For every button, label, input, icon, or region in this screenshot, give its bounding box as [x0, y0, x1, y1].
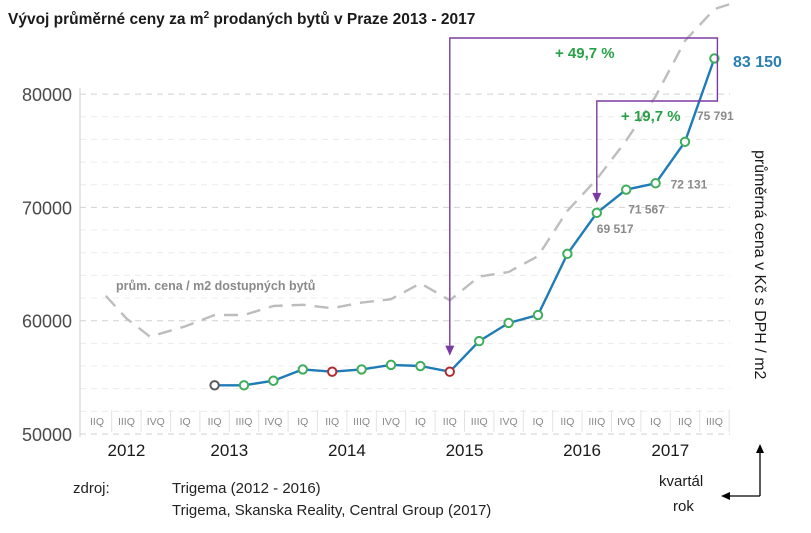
quarter-label: IVQ — [382, 416, 400, 428]
quarter-label: IIIQ — [706, 416, 723, 428]
data-point-label: 69 517 — [597, 222, 634, 236]
quarter-label: IIIQ — [353, 416, 370, 428]
quarter-label: IQ — [180, 416, 191, 428]
last-value-label: 83 150 — [733, 54, 782, 71]
data-labels: 69 517 71 567 72 131 75 791 — [597, 109, 734, 236]
quarter-label: IIQ — [678, 416, 692, 428]
quarter-label: IIQ — [325, 416, 339, 428]
data-point-marker — [385, 359, 397, 371]
data-point-marker — [474, 335, 485, 347]
quarter-label: IQ — [415, 416, 426, 428]
data-point-marker — [709, 53, 720, 64]
data-point-marker — [679, 136, 691, 147]
data-point-marker — [415, 360, 426, 372]
x-axis-arrowhead — [721, 492, 730, 500]
data-point-marker — [503, 317, 514, 329]
quarter-label: IVQ — [500, 416, 518, 428]
year-label: 2013 — [210, 441, 248, 460]
data-point-marker — [650, 178, 661, 189]
chart-title-rest: prodaných bytů v Praze 2013 - 2017 — [209, 11, 475, 28]
y-axis-arrowhead — [756, 444, 764, 453]
comparison-arrowhead — [592, 192, 602, 203]
quarter-label: IIQ — [560, 416, 574, 428]
corner-label-quarter: kvartál — [659, 473, 703, 490]
quarter-label: IIIQ — [471, 416, 488, 428]
year-label: 2016 — [563, 441, 601, 460]
quarter-labels: IIQ IIIQ IVQ IQ IIQ IIIQ IVQ IQ IIQ IIIQ IVQ IQ IIQ I… — [90, 410, 730, 432]
corner-label-year: rok — [673, 498, 694, 515]
quarter-label: IQ — [650, 416, 661, 428]
year-label: 2017 — [651, 441, 689, 460]
year-labels: 2012 2013 2014 2015 2016 2017 — [107, 441, 689, 460]
gridlines — [79, 88, 730, 437]
quarter-label: IVQ — [617, 416, 635, 428]
chart-title: Vývoj průměrné ceny za m2 prodaných bytů… — [8, 10, 475, 28]
data-point-marker — [444, 366, 455, 377]
data-point-marker — [327, 366, 338, 377]
data-point-marker — [238, 380, 250, 391]
data-point-label: 72 131 — [671, 177, 708, 191]
comparison-percent: + 19,7 % — [621, 108, 681, 125]
y-tick-labels: 50000 60000 70000 80000 — [22, 85, 72, 445]
source-line-2: Trigema, Skanska Reality, Central Group … — [172, 502, 491, 519]
data-point-marker — [356, 364, 367, 375]
quarter-label: IIQ — [90, 416, 104, 428]
chart-title-superscript: 2 — [204, 10, 210, 21]
chart-title-main: Vývoj průměrné ceny za m — [8, 11, 204, 28]
quarter-label: IIQ — [208, 416, 222, 428]
comparison-arrowhead — [445, 345, 455, 356]
data-point-marker — [209, 380, 220, 391]
y-tick-label: 70000 — [22, 198, 72, 218]
y-axis-label: průměrná cena v Kč s DPH / m2 — [751, 150, 769, 380]
source-caption: zdroj: — [73, 480, 110, 497]
data-point-marker — [297, 364, 308, 375]
quarter-label: IIQ — [443, 416, 457, 428]
data-point-marker — [268, 375, 279, 386]
quarter-label: IQ — [532, 416, 543, 428]
data-point-marker — [591, 207, 602, 219]
quarter-label: IVQ — [147, 416, 165, 428]
year-label: 2014 — [328, 441, 366, 460]
quarter-label: IIIQ — [588, 416, 605, 428]
comparison-percent: + 49,7 % — [555, 45, 615, 62]
quarter-label: IIIQ — [118, 416, 135, 428]
quarter-label: IIIQ — [236, 416, 253, 428]
data-point-label: 75 791 — [697, 109, 734, 123]
source-line-1: Trigema (2012 - 2016) — [172, 480, 321, 497]
data-point-marker — [532, 309, 544, 321]
quarter-label: IQ — [297, 416, 308, 428]
y-tick-label: 80000 — [22, 85, 72, 105]
dashed-series-line — [104, 2, 733, 338]
y-tick-label: 60000 — [22, 312, 72, 332]
quarter-label: IVQ — [264, 416, 282, 428]
dashed-series-label: prům. cena / m2 dostupných bytů — [116, 279, 315, 293]
data-point-marker — [621, 184, 632, 195]
data-point-label: 71 567 — [628, 203, 665, 217]
comparison-brackets: + 49,7 % + 19,7 % — [445, 37, 719, 356]
dashed-series — [104, 2, 733, 338]
comparison-bracket — [449, 37, 719, 346]
solid-series — [209, 53, 720, 391]
year-label: 2012 — [107, 441, 145, 460]
y-tick-label: 50000 — [22, 425, 72, 445]
year-label: 2015 — [446, 441, 484, 460]
comparison-bracket — [596, 54, 719, 193]
data-point-marker — [562, 248, 573, 260]
